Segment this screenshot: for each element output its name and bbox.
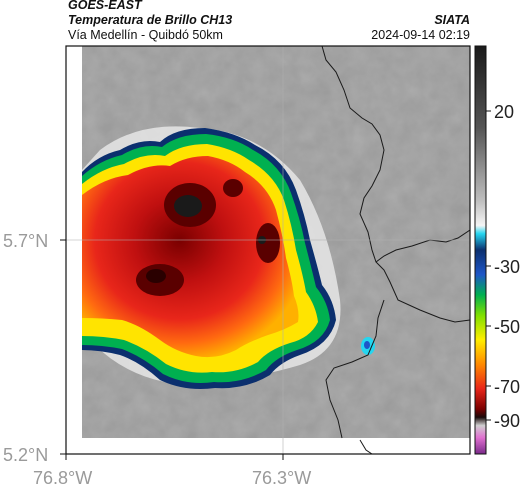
- colorbar-tick-label: -90: [494, 411, 520, 431]
- product-title: Temperatura de Brillo CH13: [68, 13, 233, 27]
- boundary-line-3: [325, 299, 385, 439]
- colorbar-tick-label: -50: [494, 317, 520, 337]
- colorbar-tick-label: 20: [494, 102, 514, 122]
- boundary-line-2: [375, 229, 470, 263]
- colorbar-tick-label: -30: [494, 257, 520, 277]
- colorbar-tick-label: -70: [494, 377, 520, 397]
- lon-tick-label: 76.8°W: [33, 468, 92, 488]
- lon-tick-label: 76.3°W: [252, 468, 311, 488]
- timestamp-label: 2024-09-14 02:19: [371, 28, 470, 42]
- colorbar: [474, 45, 487, 455]
- satellite-title: GOES-EAST: [68, 0, 142, 12]
- lat-tick-label: 5.7°N: [3, 231, 48, 251]
- boundary-line: [321, 46, 470, 323]
- boundary-line-4: [359, 439, 373, 454]
- organization-label: SIATA: [434, 13, 470, 27]
- region-subtitle: Vía Medellín - Quibdó 50km: [68, 28, 223, 42]
- title-block: GOES-EAST Temperatura de Brillo CH13 Vía…: [68, 0, 232, 43]
- lat-tick-label: 5.2°N: [3, 445, 48, 465]
- satellite-image: [66, 46, 470, 454]
- title-right-block: SIATA 2024-09-14 02:19: [371, 0, 470, 43]
